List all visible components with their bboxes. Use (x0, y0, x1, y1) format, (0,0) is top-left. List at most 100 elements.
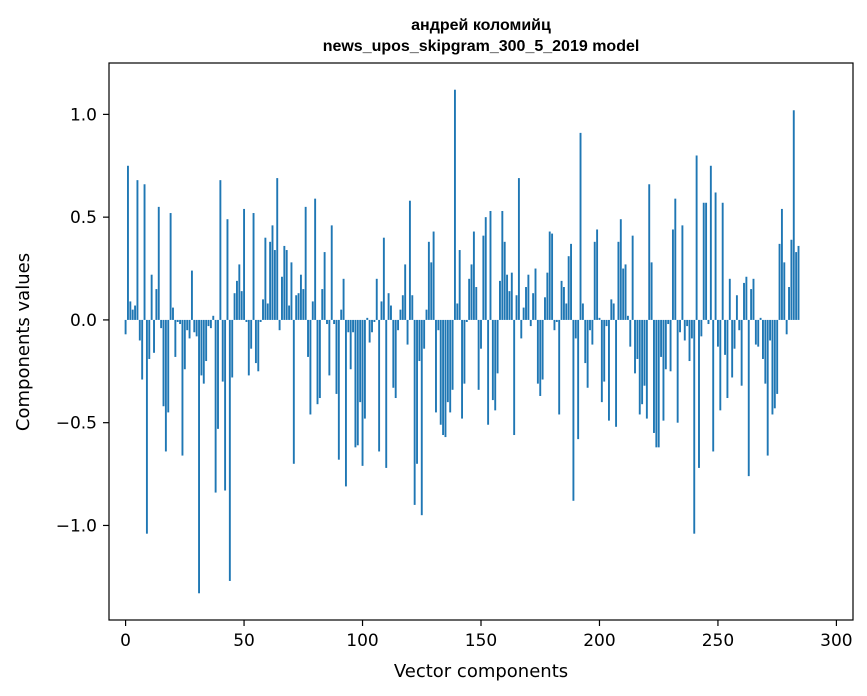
bar (520, 319, 523, 339)
bar (292, 319, 295, 464)
bar (356, 319, 359, 446)
bar (674, 198, 677, 320)
bar (238, 264, 241, 320)
bar (555, 319, 558, 322)
bar (349, 319, 352, 370)
bar (482, 235, 485, 320)
bar (366, 317, 369, 320)
bar (707, 319, 710, 325)
bar (205, 319, 208, 362)
bar (278, 319, 281, 331)
bar (603, 319, 606, 382)
bar (629, 319, 632, 347)
bar (792, 110, 795, 320)
bar (624, 264, 627, 320)
bar (705, 202, 708, 320)
axes: 0 50 100 150 200 250 300 −1.0 −0.5 0.0 0.5 1.0 (56, 62, 854, 651)
x-tick-label: 50 (233, 631, 255, 651)
bar (726, 319, 729, 399)
bar (671, 229, 674, 320)
bar (581, 303, 584, 320)
bar (335, 319, 338, 394)
bar (626, 315, 629, 320)
bar (183, 319, 186, 370)
bar (328, 319, 331, 376)
bar (231, 319, 234, 378)
bar (489, 210, 492, 320)
bar (731, 319, 734, 378)
bar (190, 270, 193, 320)
bar (432, 231, 435, 320)
bar (608, 319, 610, 421)
bar (698, 319, 700, 468)
bar (738, 319, 741, 331)
bar (257, 319, 260, 372)
bar (385, 319, 388, 468)
bar (340, 309, 343, 320)
bar (352, 319, 354, 333)
bar (693, 319, 696, 534)
bar (619, 219, 622, 320)
bar (506, 274, 509, 320)
bar (762, 319, 764, 359)
bar (318, 319, 321, 399)
bar (472, 231, 475, 320)
bar (127, 165, 129, 320)
bar (337, 319, 340, 460)
bar (771, 319, 774, 415)
bar (302, 289, 305, 320)
bar (435, 319, 437, 413)
bar (534, 268, 537, 320)
bar (155, 289, 158, 320)
bar (290, 262, 293, 320)
bar (750, 289, 753, 320)
bar (214, 319, 217, 493)
bar (728, 278, 731, 320)
bar (413, 319, 416, 505)
bar (593, 241, 596, 320)
bar (209, 319, 212, 329)
bar (645, 319, 648, 419)
bar (316, 319, 319, 405)
bar (579, 132, 582, 320)
bar (536, 319, 539, 384)
x-tick-label: 100 (346, 631, 378, 651)
bar (314, 198, 317, 320)
bar (503, 241, 506, 320)
bar (437, 319, 440, 331)
bar (186, 319, 189, 331)
bar (631, 235, 634, 320)
bar (548, 231, 551, 320)
bar (683, 319, 686, 341)
bar (299, 274, 302, 320)
bar (176, 319, 179, 322)
bar (714, 192, 717, 320)
bar (361, 319, 364, 466)
bar (200, 319, 203, 376)
bar (660, 319, 663, 357)
bar (354, 319, 357, 448)
bar (513, 319, 516, 436)
bar (560, 280, 563, 320)
bar (541, 319, 544, 380)
bar (283, 245, 286, 320)
x-tick-label: 250 (702, 631, 734, 651)
bar (795, 252, 798, 320)
bar (458, 250, 461, 320)
bar (610, 299, 613, 320)
bar (131, 309, 134, 320)
bar (453, 89, 456, 320)
bar (138, 319, 141, 341)
bar (162, 319, 165, 407)
bar (276, 178, 279, 320)
bar (179, 319, 182, 325)
bar (470, 264, 473, 320)
bar (273, 250, 276, 320)
bar (501, 210, 504, 320)
x-tick-label: 0 (120, 631, 131, 651)
bar (245, 319, 248, 322)
bar (525, 287, 527, 320)
bar (764, 319, 767, 384)
bar (676, 319, 679, 423)
bar (233, 293, 236, 320)
